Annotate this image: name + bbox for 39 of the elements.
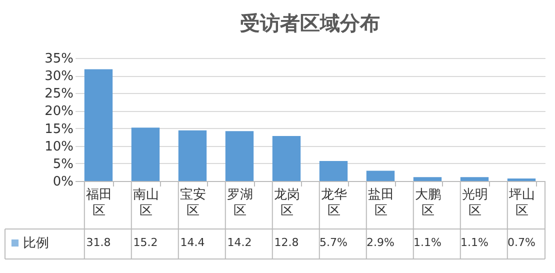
y-tick-label: 0%: [52, 174, 74, 190]
bar: [84, 69, 113, 181]
chart-title: 受访者区域分布: [240, 11, 380, 35]
y-tick-label: 35%: [44, 52, 74, 66]
x-tick-label: 龙华区: [321, 188, 347, 218]
bar: [460, 177, 489, 181]
bar: [413, 177, 442, 181]
bar: [178, 130, 207, 181]
x-tick-label: 罗湖区: [227, 188, 253, 218]
data-label: 31.8: [86, 236, 111, 249]
x-tick-label: 福田区: [86, 188, 112, 218]
x-tick-label: 南山区: [133, 188, 159, 218]
x-tick-label: 盐田区: [368, 188, 394, 218]
data-label: 1.1%: [460, 236, 488, 249]
y-tick-label: 30%: [44, 69, 74, 84]
x-tick-label: 宝安区: [180, 186, 206, 218]
y-tick-label: 10%: [44, 139, 74, 154]
data-label: 14.2: [227, 236, 252, 249]
data-label: 1.1%: [414, 236, 442, 249]
y-tick-label: 5%: [52, 156, 74, 172]
data-label: 14.4: [180, 236, 205, 249]
legend-label: 比例: [23, 236, 49, 251]
y-tick-label: 25%: [44, 86, 74, 102]
bar: [225, 131, 254, 181]
x-tick-label: 大鹏区: [415, 188, 441, 218]
y-tick-label: 15%: [44, 122, 74, 137]
bar: [131, 128, 160, 181]
bar: [366, 170, 395, 181]
y-tick-label: 20%: [44, 104, 74, 120]
x-tick-label: 坪山区: [508, 188, 535, 218]
x-tick-label: 龙岗区: [274, 188, 300, 218]
bar: [272, 136, 301, 181]
data-label: 2.9%: [366, 236, 394, 249]
data-label: 5.7%: [320, 236, 348, 249]
data-label: 12.8: [274, 236, 299, 249]
data-label: 0.7%: [508, 236, 536, 249]
bar: [319, 160, 348, 181]
data-label: 15.2: [133, 236, 158, 249]
x-tick-label: 光明区: [462, 188, 488, 218]
